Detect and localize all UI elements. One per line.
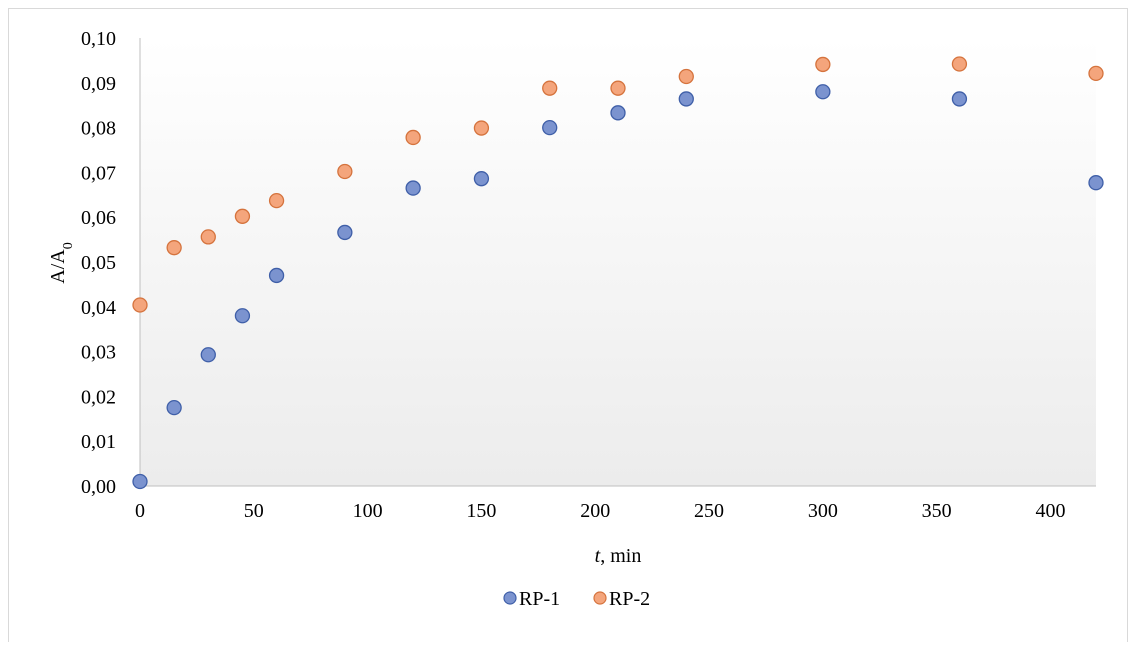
data-point	[337, 163, 353, 180]
data-point	[473, 120, 490, 136]
y-axis-title: A/A0	[47, 242, 76, 283]
x-tick-label: 250	[694, 500, 724, 522]
x-axis-title: t, min	[595, 545, 642, 567]
x-tick-label: 0	[135, 500, 145, 522]
y-tick-label: 0,01	[81, 431, 116, 453]
series-rp-1	[132, 84, 1104, 490]
data-point	[234, 308, 251, 324]
data-point	[166, 399, 182, 416]
data-point	[405, 180, 421, 196]
y-tick-label: 0,07	[81, 162, 116, 184]
data-point	[200, 229, 216, 245]
data-point	[951, 56, 968, 72]
x-tick-label: 350	[922, 500, 952, 522]
x-axis-title-italic: t	[595, 545, 601, 567]
y-tick-label: 0,06	[81, 207, 116, 229]
data-point	[815, 56, 831, 73]
data-point	[1088, 65, 1104, 82]
y-tick-label: 0,00	[81, 476, 116, 498]
data-point	[337, 224, 353, 241]
data-point	[132, 473, 148, 490]
y-tick-label: 0,10	[81, 28, 116, 50]
y-tick-label: 0,09	[81, 73, 116, 95]
data-point	[166, 240, 182, 256]
y-tick-label: 0,02	[81, 386, 116, 408]
legend-marker	[593, 591, 607, 605]
legend-label: RP-1	[519, 588, 560, 610]
data-point	[542, 119, 558, 136]
data-point	[815, 84, 831, 100]
data-point	[542, 80, 558, 96]
data-point	[268, 267, 285, 284]
legend: RP-1 RP-2	[503, 588, 650, 610]
data-point	[610, 105, 626, 121]
data-point	[268, 192, 285, 209]
y-axis-title-sub: 0	[61, 242, 76, 249]
data-point	[678, 68, 694, 85]
data-point	[234, 208, 251, 224]
x-tick-label: 400	[1035, 500, 1065, 522]
y-tick-label: 0,08	[81, 118, 116, 140]
x-tick-labels: 0 50 100 150 200 250 300 350 400	[135, 500, 1065, 522]
legend-marker	[503, 591, 517, 605]
data-point	[951, 91, 968, 107]
x-tick-label: 50	[244, 500, 264, 522]
y-tick-labels: 0,00 0,01 0,02 0,03 0,04 0,05 0,06 0,07 0,08 0,09…	[81, 28, 116, 498]
y-axis-title-main: A/A	[47, 249, 69, 284]
data-point	[678, 91, 694, 107]
data-point	[473, 171, 490, 187]
data-point	[405, 129, 421, 146]
data-point	[200, 347, 216, 363]
data-point	[1088, 175, 1104, 191]
y-tick-label: 0,04	[81, 297, 116, 319]
data-point	[610, 80, 626, 96]
x-tick-label: 150	[466, 500, 496, 522]
series-rp-2	[132, 56, 1104, 313]
data-points	[132, 56, 1104, 490]
x-tick-label: 300	[808, 500, 838, 522]
legend-label: RP-2	[609, 588, 650, 610]
y-tick-label: 0,05	[81, 252, 116, 274]
x-tick-label: 200	[580, 500, 610, 522]
y-tick-label: 0,03	[81, 342, 116, 364]
axes	[139, 38, 1096, 487]
x-tick-label: 100	[353, 500, 383, 522]
x-axis-title-rest: , min	[600, 545, 641, 567]
data-point	[132, 297, 148, 313]
